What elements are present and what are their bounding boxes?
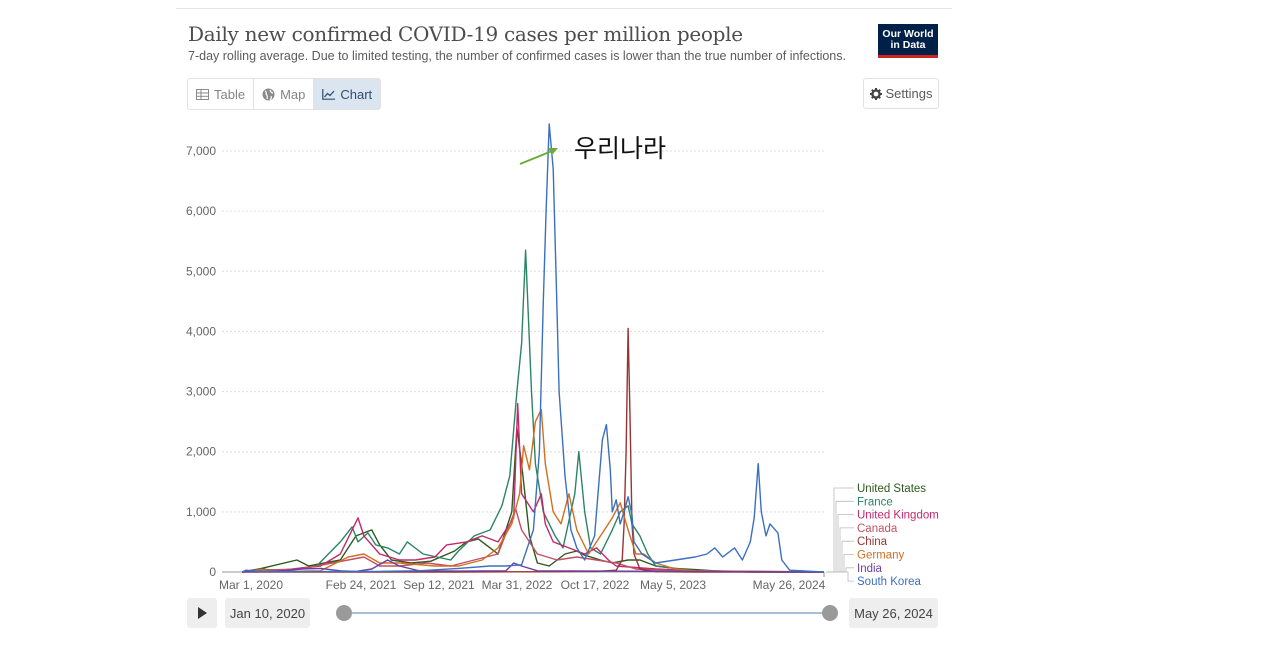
play-button[interactable] [187, 598, 217, 628]
series-line-united-kingdom[interactable] [242, 402, 825, 573]
y-tick-label: 0 [209, 565, 216, 579]
series-line-south-korea[interactable] [241, 123, 825, 573]
y-tick-label: 7,000 [186, 144, 216, 158]
series-line-france[interactable] [241, 249, 825, 573]
legend-entry-united-kingdom[interactable]: United Kingdom [857, 510, 939, 522]
chart-title: Daily new confirmed COVID-19 cases per m… [188, 22, 743, 46]
axes: 0 1,000 2,000 3,000 4,000 5,000 6,000 7,000 Mar … [186, 144, 826, 592]
x-tick-label: May 26, 2024 [753, 578, 826, 592]
globe-icon [262, 88, 275, 100]
top-divider [176, 8, 952, 9]
legend-entry-india[interactable]: India [857, 563, 883, 575]
logo-line-2: in Data [890, 39, 926, 51]
series-line-canada[interactable] [242, 508, 825, 573]
legend-entry-canada[interactable]: Canada [857, 523, 898, 535]
legend-entry-china[interactable]: China [857, 536, 888, 548]
chart-subtitle: 7-day rolling average. Due to limited te… [188, 49, 846, 63]
legend-entry-germany[interactable]: Germany [857, 550, 905, 562]
timeline-track[interactable] [344, 612, 830, 614]
legend-entry-france[interactable]: France [857, 496, 893, 508]
y-tick-label: 6,000 [186, 204, 216, 218]
y-tick-label: 4,000 [186, 324, 216, 338]
x-tick-label: Mar 31, 2022 [482, 578, 553, 592]
tab-chart-label: Chart [340, 86, 373, 102]
x-tick-label: Sep 12, 2021 [403, 578, 475, 592]
legend-connector [826, 527, 854, 573]
tab-map[interactable]: Map [254, 79, 315, 109]
play-icon [198, 607, 207, 619]
line-chart-icon [322, 88, 336, 100]
view-tabs: Table Map Chart [187, 78, 382, 110]
timeline-start-date[interactable]: Jan 10, 2020 [225, 598, 310, 628]
series-line-china[interactable] [242, 327, 824, 573]
gear-icon [869, 87, 882, 100]
y-tick-label: 1,000 [186, 505, 216, 519]
logo-line-1: Our World [882, 28, 934, 40]
tab-table-label: Table [214, 86, 246, 102]
series-line-germany[interactable] [242, 408, 825, 573]
tab-map-label: Map [280, 86, 306, 102]
legend-entry-united-states[interactable]: United States [857, 483, 926, 495]
x-tick-label: May 5, 2023 [640, 578, 706, 592]
timeline-start-handle[interactable] [336, 605, 352, 621]
owid-logo[interactable]: Our World in Data [878, 24, 938, 58]
tab-chart[interactable]: Chart [314, 79, 381, 109]
legend-entry-south-korea[interactable]: South Korea [857, 576, 922, 588]
annotation-arrow [519, 150, 553, 165]
table-icon [196, 88, 209, 100]
x-tick-label: Feb 24, 2021 [326, 578, 397, 592]
annotation-label: 우리나라 [574, 134, 666, 163]
x-tick-label: Oct 17, 2022 [561, 578, 630, 592]
y-tick-label: 5,000 [186, 264, 216, 278]
timeline-end-date[interactable]: May 26, 2024 [849, 598, 938, 628]
y-tick-label: 2,000 [186, 445, 216, 459]
series-lines [241, 123, 825, 573]
timeline-end-handle[interactable] [822, 605, 838, 621]
x-tick-label: Mar 1, 2020 [219, 578, 283, 592]
annotation: 우리나라 [519, 134, 666, 165]
legend-connector [826, 571, 854, 582]
tab-table[interactable]: Table [188, 79, 255, 109]
y-tick-label: 3,000 [186, 385, 216, 399]
settings-label: Settings [885, 86, 933, 101]
settings-button[interactable]: Settings [863, 78, 939, 109]
annotation-arrowhead [548, 148, 558, 155]
